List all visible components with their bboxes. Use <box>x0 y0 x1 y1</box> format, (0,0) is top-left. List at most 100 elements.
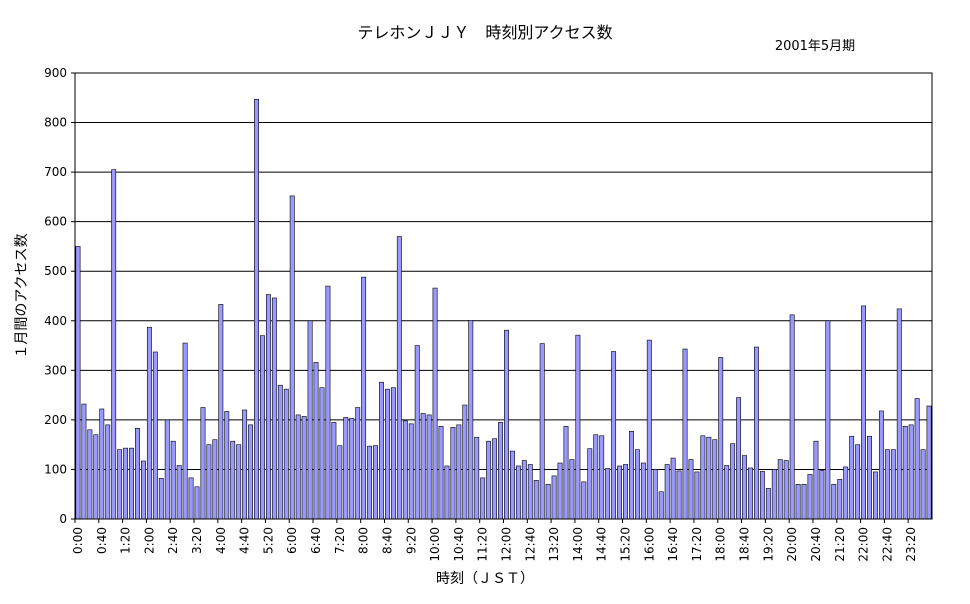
bar <box>849 435 855 520</box>
x-tick-label: 22:00 <box>857 527 871 562</box>
bar <box>450 427 456 520</box>
bar <box>271 297 277 520</box>
bar <box>623 464 628 520</box>
bar <box>93 434 99 520</box>
x-axis-ticks: 0:00 0:40 1:20 2:00 2:40 3:20 4:00 4:40 5:20 6:00… <box>71 519 918 562</box>
bar <box>831 484 837 520</box>
x-tick-label: 6:40 <box>309 527 323 554</box>
bar <box>771 469 777 520</box>
bar <box>158 478 164 520</box>
bar <box>682 348 688 520</box>
bar <box>170 440 176 520</box>
bar <box>634 449 640 520</box>
bar <box>230 440 236 520</box>
bar <box>509 450 515 520</box>
y-tick-label: 100 <box>44 462 67 476</box>
bar <box>301 416 307 520</box>
y-tick-label: 600 <box>44 215 67 229</box>
bar <box>908 424 914 520</box>
x-tick-label: 13:20 <box>547 527 561 562</box>
bar <box>545 484 551 520</box>
bar <box>819 470 825 520</box>
bar <box>605 468 611 520</box>
bar <box>670 457 676 520</box>
bar <box>890 449 896 520</box>
bar <box>379 381 384 520</box>
y-tick-label: 0 <box>59 512 67 526</box>
bar <box>313 362 319 520</box>
bar <box>736 397 742 520</box>
bar <box>236 444 242 520</box>
bar <box>878 410 884 520</box>
bar <box>861 305 867 520</box>
y-tick-label: 300 <box>44 363 67 377</box>
bar <box>807 474 813 520</box>
bar <box>694 471 700 520</box>
x-tick-label: 2:00 <box>142 527 156 554</box>
bar <box>837 479 843 520</box>
bar <box>117 449 123 520</box>
bar <box>325 285 331 520</box>
bar <box>646 339 652 520</box>
x-tick-label: 7:20 <box>333 527 347 554</box>
bar <box>218 304 224 520</box>
bar <box>224 411 230 520</box>
bar <box>902 426 908 520</box>
bar <box>795 484 801 520</box>
bar <box>789 314 795 520</box>
bar <box>855 444 861 520</box>
bar <box>111 169 117 520</box>
bar <box>361 276 367 520</box>
bar <box>753 346 759 520</box>
bar <box>385 388 390 520</box>
x-tick-label: 21:20 <box>833 527 847 562</box>
bar <box>724 465 730 520</box>
bar <box>581 481 587 520</box>
y-tick-label: 400 <box>44 314 67 328</box>
bar <box>438 426 444 520</box>
y-tick-label: 700 <box>44 165 67 179</box>
x-tick-label: 23:20 <box>904 527 918 562</box>
bar <box>373 445 378 520</box>
bar <box>242 409 248 520</box>
bars <box>75 98 932 520</box>
x-tick-label: 14:40 <box>595 527 609 562</box>
bar <box>539 343 545 520</box>
bar <box>652 469 658 520</box>
bar <box>152 351 158 520</box>
x-axis-label: 時刻（ＪＳＴ） <box>436 571 534 587</box>
bar <box>188 477 194 520</box>
bar <box>164 419 170 520</box>
x-tick-label: 12:40 <box>523 527 537 562</box>
bar <box>194 486 200 520</box>
x-tick-label: 12:00 <box>499 527 513 562</box>
plot-area <box>75 73 932 519</box>
bar <box>551 475 557 520</box>
bar <box>444 465 450 520</box>
bar <box>765 487 771 520</box>
x-tick-label: 15:20 <box>619 527 633 562</box>
bar <box>355 407 361 520</box>
bar <box>176 465 182 520</box>
bar <box>617 465 622 520</box>
bar <box>664 464 670 520</box>
bar <box>884 449 890 520</box>
gridlines <box>75 122 932 470</box>
bar <box>135 428 140 520</box>
bar <box>629 430 634 520</box>
bar <box>920 449 926 520</box>
x-tick-label: 22:40 <box>880 527 894 562</box>
bar <box>843 466 849 520</box>
x-tick-label: 17:20 <box>690 527 704 562</box>
bar <box>402 420 408 520</box>
x-tick-label: 4:40 <box>238 527 252 554</box>
x-tick-label: 2:40 <box>166 527 180 554</box>
bar <box>748 467 753 520</box>
chart-title: テレホンＪＪＹ 時刻別アクセス数 <box>357 23 612 42</box>
bar <box>759 471 765 520</box>
bar <box>498 422 503 520</box>
x-tick-label: 18:40 <box>738 527 752 562</box>
bar <box>658 491 664 520</box>
bar <box>212 439 218 520</box>
bar <box>777 459 783 520</box>
